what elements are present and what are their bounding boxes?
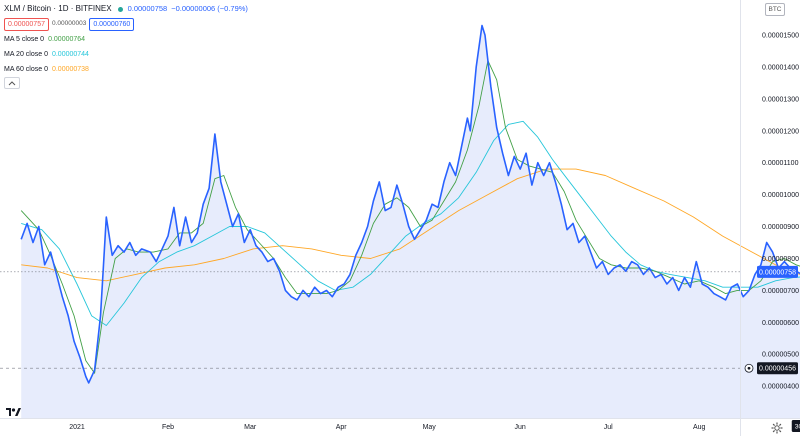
y-tick-label: 0.00001200 [762, 128, 799, 135]
legend-symbol-row[interactable]: XLM / Bitcoin · 1D · BITFINEX 0.00000758… [4, 3, 248, 15]
ma5-label: MA 5 close 0 [4, 36, 45, 43]
y-tick-label: 0.00001000 [762, 192, 799, 199]
y-tick-label: 0.00000800 [762, 256, 799, 263]
x-tick-label: 2021 [69, 424, 85, 431]
ma60-label: MA 60 close 0 [4, 66, 48, 73]
sell-button[interactable]: 0.00000757 [4, 17, 49, 31]
tradingview-logo-icon[interactable] [6, 404, 22, 416]
x-tick-label: Jul [604, 424, 613, 431]
currency-button[interactable]: BTC [765, 3, 785, 16]
price-series-line [20, 24, 800, 384]
x-tick-label: Aug [693, 424, 706, 431]
x-tick-label: May [423, 424, 437, 431]
add-alert-icon-dot [747, 366, 751, 370]
legend-ma20[interactable]: MA 20 close 0 0.00000744 [4, 49, 248, 60]
ma20-value: 0.00000744 [51, 51, 89, 58]
ma20-series-line [21, 120, 800, 326]
buy-button[interactable]: 0.00000760 [89, 17, 135, 31]
legend-ma60[interactable]: MA 60 close 0 0.00000738 [4, 64, 248, 75]
last-price-badge-label: 0.00000758 [759, 269, 796, 276]
date-badge [791, 420, 800, 432]
bid-ask-row: 0.00000757 0.00000003 0.00000760 [4, 17, 248, 31]
x-tick-label: Apr [336, 424, 348, 431]
ma60-value: 0.00000738 [51, 66, 89, 73]
spread-value: 0.00000003 [51, 19, 87, 27]
date-badge-label: 30 Aug '21 [795, 424, 800, 431]
y-tick-label: 0.00001400 [762, 65, 799, 72]
last-price-badge [757, 265, 798, 278]
price-area-fill [21, 25, 800, 418]
symbol-title[interactable]: XLM / Bitcoin · 1D · BITFINEX [4, 4, 112, 13]
chart-legend: XLM / Bitcoin · 1D · BITFINEX 0.00000758… [4, 3, 248, 89]
y-tick-label: 0.00000500 [762, 352, 799, 359]
y-tick-label: 0.00000400 [762, 384, 799, 391]
crosshair-price-badge-label: 0.00000456 [759, 366, 796, 373]
x-tick-label: Mar [244, 424, 257, 431]
price-change: −0.00000006 (−0.79%) [171, 4, 248, 14]
y-tick-label: 0.00001500 [762, 33, 799, 40]
legend-ma5[interactable]: MA 5 close 0 0.00000764 [4, 34, 248, 45]
market-status-icon [117, 6, 123, 12]
y-tick-label: 0.00000600 [762, 320, 799, 327]
y-tick-label: 0.00000700 [762, 288, 799, 295]
x-tick-label: Jun [515, 424, 526, 431]
ma5-value: 0.00000764 [48, 36, 86, 43]
crosshair-price-badge [757, 362, 798, 375]
last-price: 0.00000758 [127, 4, 168, 14]
settings-gear-icon[interactable] [771, 421, 783, 434]
y-tick-label: 0.00000900 [762, 224, 799, 231]
y-tick-label: 0.00001300 [762, 96, 799, 103]
x-tick-label: Feb [162, 424, 174, 431]
chevron-up-icon[interactable] [4, 77, 20, 89]
y-tick-label: 0.00001100 [762, 160, 799, 167]
ma20-label: MA 20 close 0 [4, 51, 48, 58]
